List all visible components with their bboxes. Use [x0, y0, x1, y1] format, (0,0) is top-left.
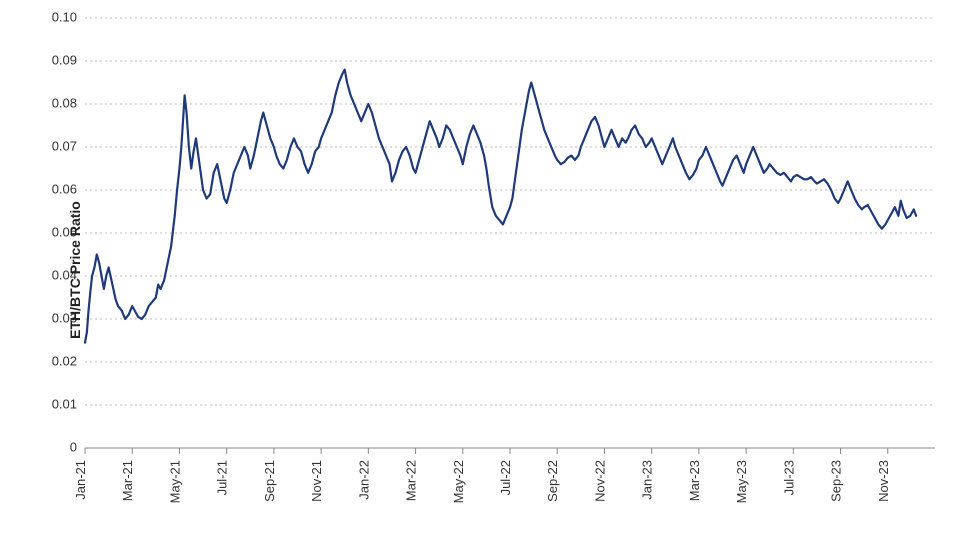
svg-text:0.08: 0.08: [52, 95, 77, 110]
y-tick: 0.08: [52, 95, 77, 110]
x-tick: Sep-22: [545, 460, 560, 502]
x-tick: Jan-21: [73, 460, 88, 500]
svg-text:Sep-22: Sep-22: [545, 460, 560, 502]
x-tick: Jul-21: [215, 460, 230, 495]
svg-text:Jul-22: Jul-22: [498, 460, 513, 495]
svg-text:0.09: 0.09: [52, 52, 77, 67]
y-tick: 0.01: [52, 396, 77, 411]
y-tick: 0.02: [52, 353, 77, 368]
svg-text:Nov-21: Nov-21: [309, 460, 324, 502]
x-tick: Sep-23: [829, 460, 844, 502]
svg-text:Mar-22: Mar-22: [404, 460, 419, 501]
svg-text:0.10: 0.10: [52, 9, 77, 24]
svg-text:Nov-22: Nov-22: [592, 460, 607, 502]
chart-container: ETH/BTC Price Ratio 00.010.020.030.040.0…: [0, 0, 960, 540]
y-axis-title: ETH/BTC Price Ratio: [67, 201, 83, 339]
x-tick: May-23: [734, 460, 749, 503]
x-tick: May-21: [167, 460, 182, 503]
svg-text:0: 0: [70, 439, 77, 454]
x-tick: Mar-22: [404, 460, 419, 501]
svg-text:May-21: May-21: [167, 460, 182, 503]
svg-text:Jan-22: Jan-22: [356, 460, 371, 500]
svg-text:Jan-23: Jan-23: [640, 460, 655, 500]
y-tick: 0.06: [52, 181, 77, 196]
x-tick: May-22: [451, 460, 466, 503]
line-chart: 00.010.020.030.040.050.060.070.080.090.1…: [0, 0, 960, 540]
svg-text:0.01: 0.01: [52, 396, 77, 411]
svg-text:May-23: May-23: [734, 460, 749, 503]
svg-text:Sep-23: Sep-23: [829, 460, 844, 502]
x-tick: Jul-23: [781, 460, 796, 495]
x-tick: Nov-23: [876, 460, 891, 502]
svg-text:May-22: May-22: [451, 460, 466, 503]
x-tick: Jan-23: [640, 460, 655, 500]
svg-text:Mar-23: Mar-23: [687, 460, 702, 501]
price-ratio-line: [85, 70, 916, 343]
svg-text:Jan-21: Jan-21: [73, 460, 88, 500]
x-tick: Jan-22: [356, 460, 371, 500]
x-tick: Nov-21: [309, 460, 324, 502]
svg-text:Mar-21: Mar-21: [120, 460, 135, 501]
x-tick: Nov-22: [592, 460, 607, 502]
svg-text:Jul-23: Jul-23: [781, 460, 796, 495]
x-tick: Sep-21: [262, 460, 277, 502]
svg-text:0.02: 0.02: [52, 353, 77, 368]
svg-text:Jul-21: Jul-21: [215, 460, 230, 495]
svg-text:Sep-21: Sep-21: [262, 460, 277, 502]
svg-text:0.06: 0.06: [52, 181, 77, 196]
x-tick: Jul-22: [498, 460, 513, 495]
y-tick: 0: [70, 439, 77, 454]
x-tick: Mar-23: [687, 460, 702, 501]
svg-text:0.07: 0.07: [52, 138, 77, 153]
svg-text:Nov-23: Nov-23: [876, 460, 891, 502]
y-tick: 0.07: [52, 138, 77, 153]
x-tick: Mar-21: [120, 460, 135, 501]
y-tick: 0.09: [52, 52, 77, 67]
y-tick: 0.10: [52, 9, 77, 24]
